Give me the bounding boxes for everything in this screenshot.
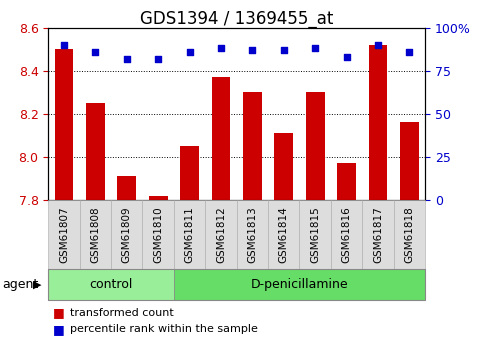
Text: control: control bbox=[89, 278, 133, 291]
Text: GSM61813: GSM61813 bbox=[247, 206, 257, 263]
Bar bbox=[369, 45, 387, 200]
Text: transformed count: transformed count bbox=[70, 308, 174, 318]
Text: ■: ■ bbox=[53, 323, 65, 336]
Text: ▶: ▶ bbox=[33, 280, 42, 289]
Text: GSM61812: GSM61812 bbox=[216, 206, 226, 263]
Text: GSM61818: GSM61818 bbox=[404, 206, 414, 263]
Text: D-penicillamine: D-penicillamine bbox=[251, 278, 348, 291]
Bar bbox=[86, 103, 105, 200]
Point bbox=[217, 46, 225, 51]
Point bbox=[155, 56, 162, 61]
Text: GSM61815: GSM61815 bbox=[310, 206, 320, 263]
Point bbox=[343, 54, 351, 60]
Point bbox=[186, 49, 194, 55]
Bar bbox=[117, 176, 136, 200]
Bar bbox=[337, 164, 356, 200]
Bar bbox=[149, 196, 168, 200]
Text: GSM61811: GSM61811 bbox=[185, 206, 195, 263]
Point bbox=[123, 56, 131, 61]
Bar bbox=[212, 77, 230, 200]
Bar bbox=[55, 49, 73, 200]
Point bbox=[406, 49, 413, 55]
Point bbox=[60, 42, 68, 48]
Bar bbox=[400, 122, 419, 200]
Point bbox=[312, 46, 319, 51]
Point bbox=[92, 49, 99, 55]
Text: ■: ■ bbox=[53, 306, 65, 319]
Text: percentile rank within the sample: percentile rank within the sample bbox=[70, 324, 258, 334]
Bar bbox=[180, 146, 199, 200]
Point bbox=[249, 47, 256, 53]
Text: GSM61808: GSM61808 bbox=[90, 206, 100, 263]
Text: GDS1394 / 1369455_at: GDS1394 / 1369455_at bbox=[140, 10, 333, 28]
Point bbox=[280, 47, 288, 53]
Point bbox=[374, 42, 382, 48]
Text: GSM61807: GSM61807 bbox=[59, 206, 69, 263]
Bar bbox=[306, 92, 325, 200]
Text: GSM61816: GSM61816 bbox=[341, 206, 352, 263]
Text: GSM61809: GSM61809 bbox=[122, 206, 132, 263]
Text: GSM61810: GSM61810 bbox=[153, 206, 163, 263]
Bar bbox=[243, 92, 262, 200]
Text: GSM61817: GSM61817 bbox=[373, 206, 383, 263]
Text: agent: agent bbox=[2, 278, 39, 291]
Text: GSM61814: GSM61814 bbox=[279, 206, 289, 263]
Bar bbox=[274, 133, 293, 200]
